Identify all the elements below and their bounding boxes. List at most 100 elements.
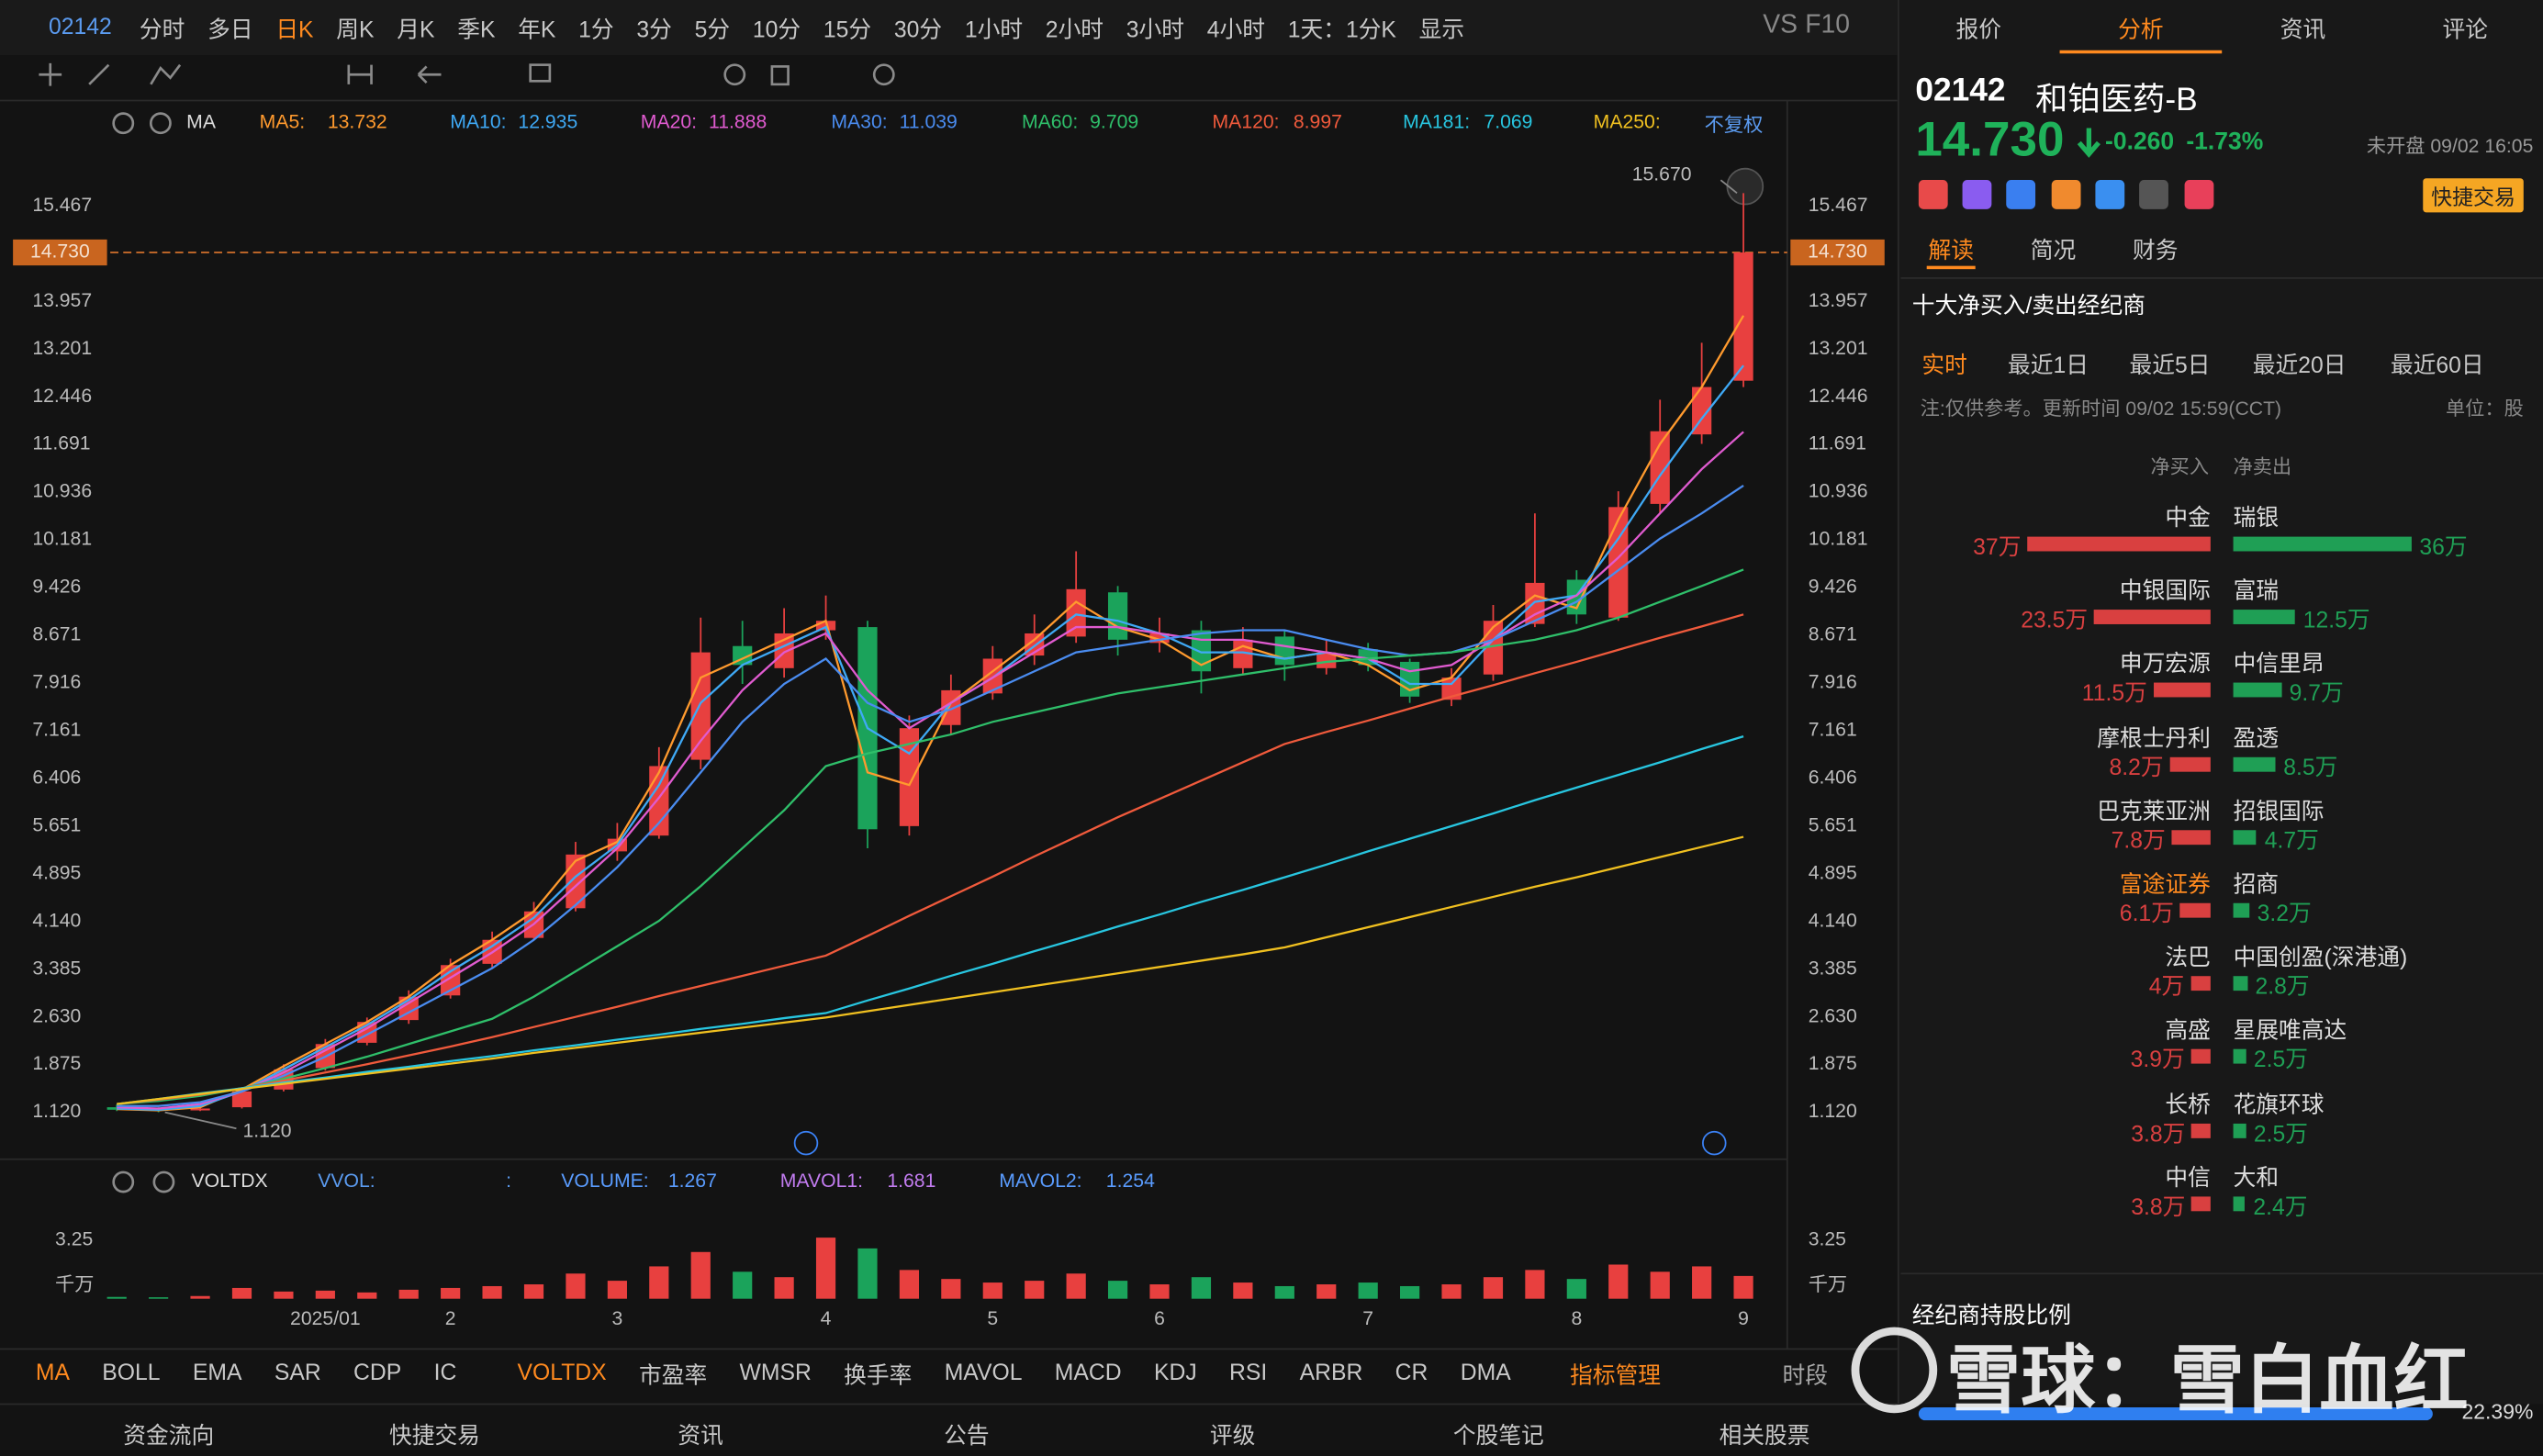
indicator-tab[interactable]: WMSR — [739, 1359, 812, 1385]
indicator-tab[interactable]: ARBR — [1299, 1359, 1363, 1385]
tool-icon[interactable] — [417, 65, 442, 84]
indicator-tab[interactable]: MACD — [1054, 1359, 1122, 1385]
toolbar-extra[interactable]: VS — [1763, 11, 1798, 39]
indicator-tab[interactable]: KDJ — [1153, 1359, 1197, 1385]
bottom-tab[interactable]: 个股笔记 — [1452, 1421, 1544, 1449]
panel-tab[interactable]: 评论 — [2442, 16, 2488, 42]
indicator-tab[interactable]: RSI — [1229, 1359, 1268, 1385]
icon[interactable] — [2184, 180, 2214, 209]
y-tick-label: 4.895 — [32, 862, 81, 883]
tool-icon[interactable] — [88, 63, 110, 85]
bottom-tab[interactable]: 相关股票 — [1719, 1421, 1810, 1449]
event-icon[interactable] — [1702, 1130, 1727, 1156]
indicator-tab[interactable]: 换手率 — [844, 1361, 913, 1388]
indicator-tab[interactable]: 市盈率 — [639, 1361, 708, 1388]
indicator-tab[interactable]: DMA — [1460, 1359, 1511, 1385]
indicator-extra[interactable]: 时段 — [1782, 1361, 1828, 1388]
icon[interactable] — [2095, 180, 2125, 209]
close-icon[interactable] — [149, 112, 172, 135]
last-price-label: 14.730 — [1808, 241, 1867, 263]
period-tab[interactable]: 3小时 — [1126, 16, 1185, 42]
period-tab[interactable]: 1小时 — [964, 16, 1024, 42]
y-tick-label: 7.916 — [32, 672, 81, 693]
legend-value: 1.267 — [667, 1169, 717, 1193]
settings-icon[interactable] — [112, 1170, 135, 1193]
period-tab[interactable]: 最近60日 — [2390, 352, 2484, 378]
period-tab[interactable]: 1分 — [578, 16, 614, 42]
indicator-tab[interactable]: MA — [35, 1359, 70, 1385]
indicator-name[interactable]: MA — [186, 110, 216, 133]
y-tick-label: 10.181 — [32, 529, 92, 550]
indicator-tab[interactable]: SAR — [274, 1359, 321, 1385]
period-tab[interactable]: 最近1日 — [2008, 352, 2089, 378]
period-tab[interactable]: 30分 — [893, 16, 943, 42]
symbol[interactable]: 02142 — [48, 13, 112, 39]
event-icon[interactable] — [793, 1130, 819, 1156]
quick-trade[interactable]: 快捷交易 — [2423, 178, 2524, 213]
indicator-tab[interactable]: EMA — [192, 1359, 242, 1385]
tool-icon[interactable] — [347, 64, 373, 84]
bottom-tab[interactable]: 公告 — [944, 1421, 990, 1449]
bottom-tab[interactable]: 快捷交易 — [388, 1421, 480, 1449]
sub-tab[interactable]: 解读 — [1928, 236, 1974, 263]
icon[interactable] — [2006, 180, 2036, 209]
period-tab[interactable]: 3分 — [636, 16, 672, 42]
period-tab[interactable]: 分时 — [139, 16, 185, 42]
period-tab[interactable]: 最近20日 — [2252, 352, 2347, 378]
sub-tab[interactable]: 财务 — [2133, 236, 2179, 263]
panel-tab[interactable]: 报价 — [1955, 16, 2001, 42]
period-tab[interactable]: 显示 — [1418, 16, 1465, 42]
divider — [1900, 1272, 2543, 1275]
period-tab[interactable]: 15分 — [823, 16, 872, 42]
close-icon[interactable] — [152, 1170, 175, 1193]
tool-icon[interactable] — [723, 63, 746, 86]
period-tab[interactable]: 年K — [518, 16, 556, 42]
tool-icon[interactable] — [150, 63, 182, 85]
panel-tab[interactable]: 分析 — [2118, 16, 2164, 42]
period-tab[interactable]: 周K — [336, 16, 375, 42]
panel-tab[interactable]: 资讯 — [2280, 16, 2326, 42]
indicator-tab[interactable]: MAVOL — [944, 1359, 1023, 1385]
broker-name: 招商 — [2233, 870, 2280, 897]
bottom-tab[interactable]: 评级 — [1209, 1421, 1256, 1449]
icon[interactable] — [2139, 180, 2168, 209]
tool-icon[interactable] — [872, 63, 895, 86]
y-tick-label: 1.875 — [1809, 1053, 1857, 1074]
icon[interactable] — [1918, 180, 1948, 209]
bottom-tab[interactable]: 资讯 — [678, 1421, 723, 1449]
ma-line — [117, 364, 1744, 1111]
indicator-tab[interactable]: VOLTDX — [517, 1359, 607, 1385]
tool-icon[interactable] — [39, 62, 62, 86]
period-tab[interactable]: 多日 — [207, 16, 253, 42]
adjust[interactable]: 不复权 — [1704, 113, 1764, 137]
period-tab[interactable]: 2小时 — [1045, 16, 1104, 42]
indicator-manage[interactable]: 指标管理 — [1570, 1361, 1661, 1388]
period-tab[interactable]: 季K — [457, 16, 496, 42]
expand-icon[interactable] — [1726, 167, 1764, 206]
indicator-name[interactable]: VOLTDX — [191, 1169, 268, 1193]
indicator-tab[interactable]: CDP — [353, 1359, 402, 1385]
period-tab[interactable]: 1天：1分K — [1287, 16, 1396, 42]
period-tab[interactable]: 实时 — [1921, 352, 1967, 378]
icon[interactable] — [2051, 180, 2081, 209]
quote-name: 和铂医药-B — [2035, 83, 2198, 118]
bottom-tab[interactable]: 资金流向 — [123, 1421, 215, 1449]
indicator-tab[interactable]: BOLL — [102, 1359, 161, 1385]
period-tab[interactable]: 5分 — [694, 16, 731, 42]
period-tab[interactable]: 10分 — [752, 16, 801, 42]
indicator-tab[interactable]: IC — [433, 1359, 457, 1385]
period-tab[interactable]: 日K — [275, 16, 314, 42]
sell-label: 12.5万 — [2302, 606, 2370, 633]
period-tab[interactable]: 4小时 — [1206, 16, 1265, 42]
period-tab[interactable]: 最近5日 — [2129, 352, 2211, 378]
period-tab[interactable]: 月K — [397, 16, 435, 42]
toolbar-extra[interactable]: F10 — [1805, 11, 1850, 39]
y-tick-label: 4.140 — [1809, 910, 1857, 931]
indicator-tab[interactable]: CR — [1395, 1359, 1428, 1385]
icon[interactable] — [1962, 180, 1992, 209]
sub-tab[interactable]: 简况 — [2030, 236, 2077, 263]
settings-icon[interactable] — [112, 112, 135, 135]
tool-icon[interactable] — [770, 65, 790, 86]
tool-icon[interactable] — [529, 63, 552, 83]
